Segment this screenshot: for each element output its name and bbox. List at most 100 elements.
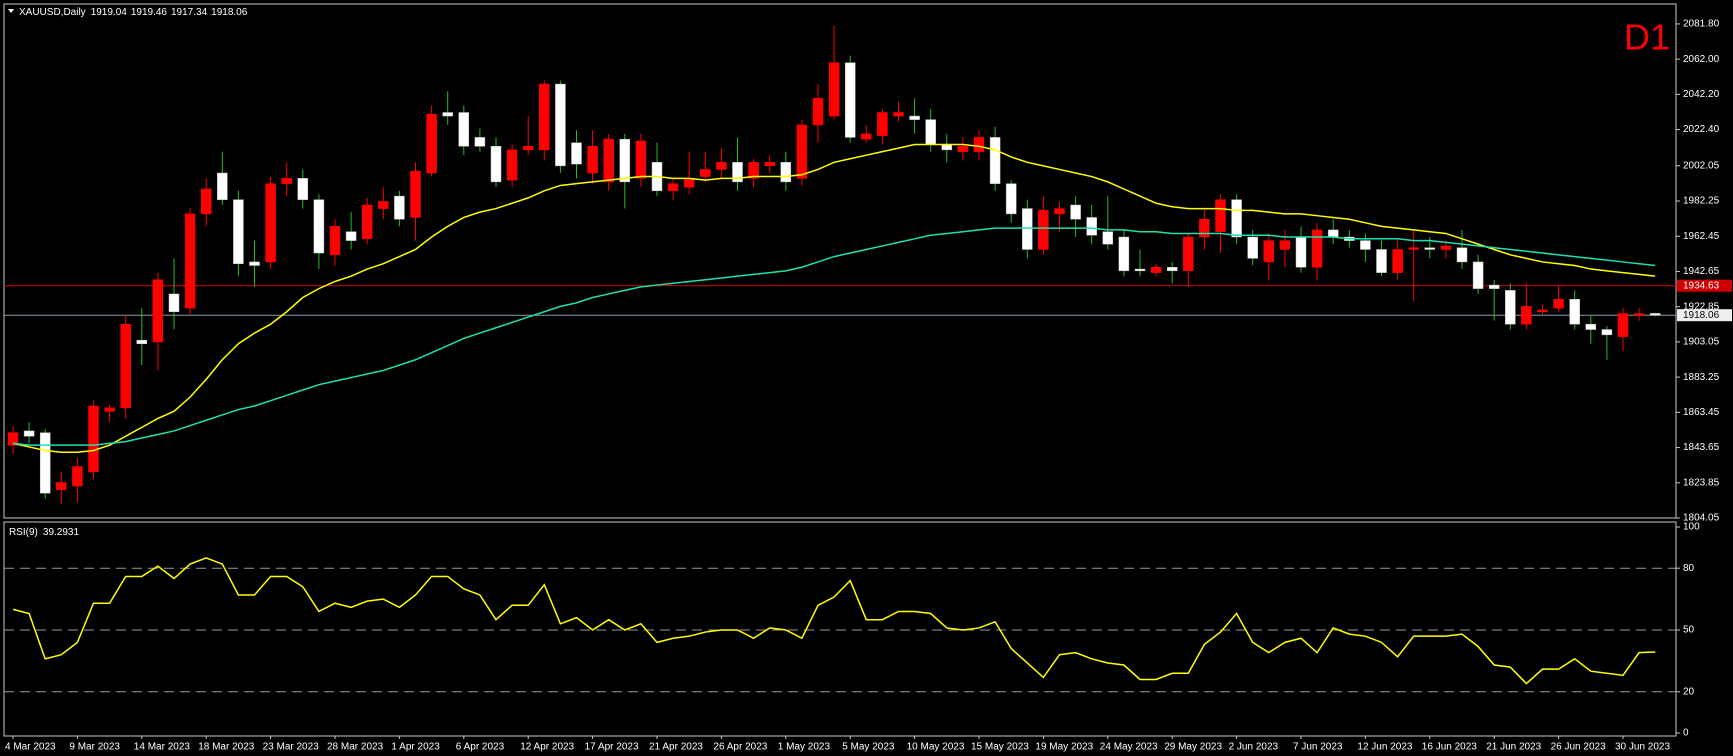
candle-body: [281, 178, 292, 184]
y-tick-label: 1962.45: [1683, 231, 1720, 242]
candle-body: [667, 183, 679, 192]
candle-body: [1327, 229, 1339, 238]
candle-body: [1263, 240, 1275, 263]
candle-body: [1601, 329, 1613, 336]
candle-body: [1215, 199, 1226, 232]
moving-average: [12, 143, 1656, 454]
candle-body: [828, 62, 840, 117]
y-tick-label: 0: [1683, 728, 1689, 739]
x-tick-label: 5 May 2023: [842, 742, 895, 753]
candle-body: [442, 112, 453, 117]
candle-body: [1392, 249, 1403, 273]
candle-body: [378, 201, 389, 209]
candle-body: [1279, 240, 1291, 250]
x-tick-label: 17 Apr 2023: [585, 742, 639, 753]
candle-body: [1166, 267, 1178, 272]
candle-body: [249, 261, 260, 266]
candle-body: [1521, 306, 1532, 325]
level-label: 1934.63: [1683, 280, 1720, 291]
candle-body: [1247, 236, 1258, 259]
candle-body: [426, 114, 437, 174]
candle-body: [844, 62, 856, 138]
x-tick-label: 1 May 2023: [778, 742, 831, 753]
y-tick-label: 2022.40: [1683, 124, 1720, 135]
candle-body: [1295, 236, 1307, 268]
x-tick-label: 28 Mar 2023: [327, 742, 384, 753]
candle-body: [1183, 236, 1194, 272]
candle-body: [1408, 247, 1419, 250]
candle-body: [23, 430, 35, 437]
candle-body: [88, 405, 99, 473]
candle-body: [1553, 299, 1564, 309]
candle-body: [1086, 217, 1097, 236]
last-price-label: 1918.06: [1683, 310, 1720, 321]
candle-body: [1569, 299, 1580, 325]
candle-body: [1376, 249, 1387, 273]
y-tick-label: 1804.05: [1683, 513, 1720, 524]
x-tick-label: 30 Jun 2023: [1615, 742, 1670, 753]
candle-body: [1311, 229, 1323, 268]
candle-body: [104, 407, 115, 412]
y-tick-label: 2081.80: [1683, 19, 1720, 30]
candle-body: [72, 466, 83, 487]
candle-body: [490, 146, 502, 183]
y-tick-label: 1823.85: [1683, 477, 1720, 488]
moving-average: [12, 227, 1656, 446]
rsi-value: 39.2931: [43, 527, 80, 538]
candle-body: [1118, 236, 1130, 272]
candle-body: [1150, 267, 1162, 273]
candle-body: [989, 137, 1001, 184]
y-tick-label: 20: [1683, 686, 1695, 697]
candle-body: [474, 137, 486, 147]
y-tick-label: 1942.65: [1683, 266, 1720, 277]
candle-body: [877, 112, 888, 136]
x-tick-label: 19 May 2023: [1035, 742, 1093, 753]
candle-body: [1134, 268, 1146, 272]
header: XAUUSD,Daily 1919.04 1919.46 1917.34 1918.06: [19, 7, 248, 18]
x-tick-label: 4 Mar 2023: [5, 742, 56, 753]
candle-body: [233, 199, 244, 264]
y-tick-label: 80: [1683, 563, 1695, 574]
x-tick-label: 26 Jun 2023: [1551, 742, 1606, 753]
candle-body: [1424, 247, 1436, 250]
candle-body: [1054, 208, 1065, 215]
x-tick-label: 14 Mar 2023: [134, 742, 191, 753]
rsi-title: RSI(9): [9, 527, 38, 538]
candle-body: [1633, 313, 1645, 316]
candle-body: [635, 140, 647, 179]
candle-body: [1070, 204, 1081, 220]
candle-body: [313, 199, 325, 254]
candle-body: [1231, 199, 1242, 238]
candle-body: [941, 144, 953, 151]
timeframe: D1: [1624, 17, 1670, 58]
candle-body: [7, 432, 19, 446]
x-tick-label: 1 Apr 2023: [391, 742, 440, 753]
x-tick-label: 21 Jun 2023: [1486, 742, 1541, 753]
candle-body: [893, 112, 904, 117]
menu-arrow[interactable]: [8, 9, 14, 13]
x-tick-label: 12 Jun 2023: [1357, 742, 1412, 753]
x-tick-label: 29 May 2023: [1164, 742, 1222, 753]
candle-body: [168, 293, 180, 312]
rsi-header: RSI(9) 39.2931: [9, 527, 79, 538]
x-tick-label: 7 Jun 2023: [1293, 742, 1343, 753]
candle-body: [571, 142, 582, 165]
candle-body: [184, 213, 196, 309]
candle-body: [361, 204, 373, 240]
candle-body: [1505, 290, 1516, 325]
x-tick-label: 9 Mar 2023: [69, 742, 120, 753]
y-tick-label: 1903.05: [1683, 337, 1720, 348]
y-tick-label: 50: [1683, 625, 1695, 636]
candle-body: [56, 482, 67, 490]
candle-body: [555, 83, 566, 167]
x-tick-label: 23 Mar 2023: [263, 742, 320, 753]
candle-body: [1199, 218, 1210, 238]
x-tick-label: 15 May 2023: [971, 742, 1029, 753]
candle-body: [812, 98, 824, 126]
y-tick-label: 2042.20: [1683, 89, 1720, 100]
candle-body: [587, 146, 598, 174]
candle-body: [1456, 247, 1468, 263]
candle-body: [329, 226, 341, 256]
candle-body: [1537, 309, 1548, 312]
